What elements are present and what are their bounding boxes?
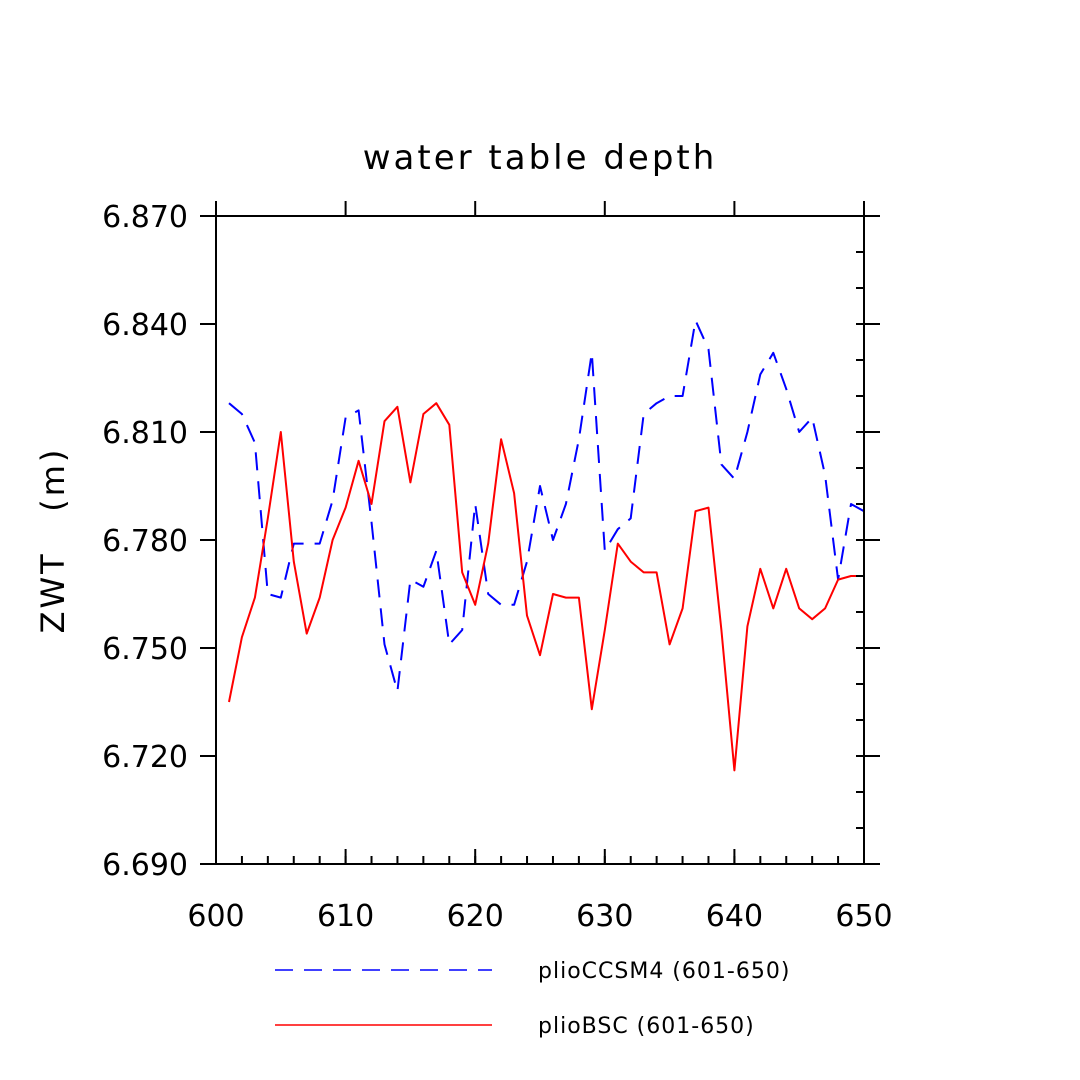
x-tick-label: 600 bbox=[187, 899, 244, 934]
chart-title: water table depth bbox=[363, 138, 718, 178]
x-tick-label: 620 bbox=[447, 899, 504, 934]
y-tick-label: 6.870 bbox=[102, 200, 188, 235]
legend-label: plioBSC (601-650) bbox=[538, 1014, 755, 1039]
x-tick-label: 640 bbox=[706, 899, 763, 934]
y-tick-label: 6.690 bbox=[102, 848, 188, 883]
series-line-2 bbox=[228, 402, 864, 772]
legend: plioCCSM4 (601-650) plioBSC (601-650) bbox=[275, 959, 790, 1039]
tick-layer: 600 610 620 630 640 650 6.690 6.720 6.750 6.780 6.… bbox=[102, 200, 893, 934]
y-tick-label: 6.750 bbox=[102, 632, 188, 667]
legend-label: plioCCSM4 (601-650) bbox=[538, 959, 790, 984]
y-tick-label: 6.840 bbox=[102, 308, 188, 343]
x-tick-label: 650 bbox=[835, 899, 892, 934]
y-tick-label: 6.810 bbox=[102, 416, 188, 451]
series-line-1 bbox=[228, 319, 864, 693]
plot-frame bbox=[215, 215, 865, 865]
series-layer bbox=[228, 319, 864, 772]
y-tick-label: 6.720 bbox=[102, 740, 188, 775]
y-axis-label: ZWT (m) bbox=[34, 447, 72, 634]
x-tick-label: 610 bbox=[317, 899, 374, 934]
y-tick-label: 6.780 bbox=[102, 524, 188, 559]
x-tick-label: 630 bbox=[576, 899, 633, 934]
